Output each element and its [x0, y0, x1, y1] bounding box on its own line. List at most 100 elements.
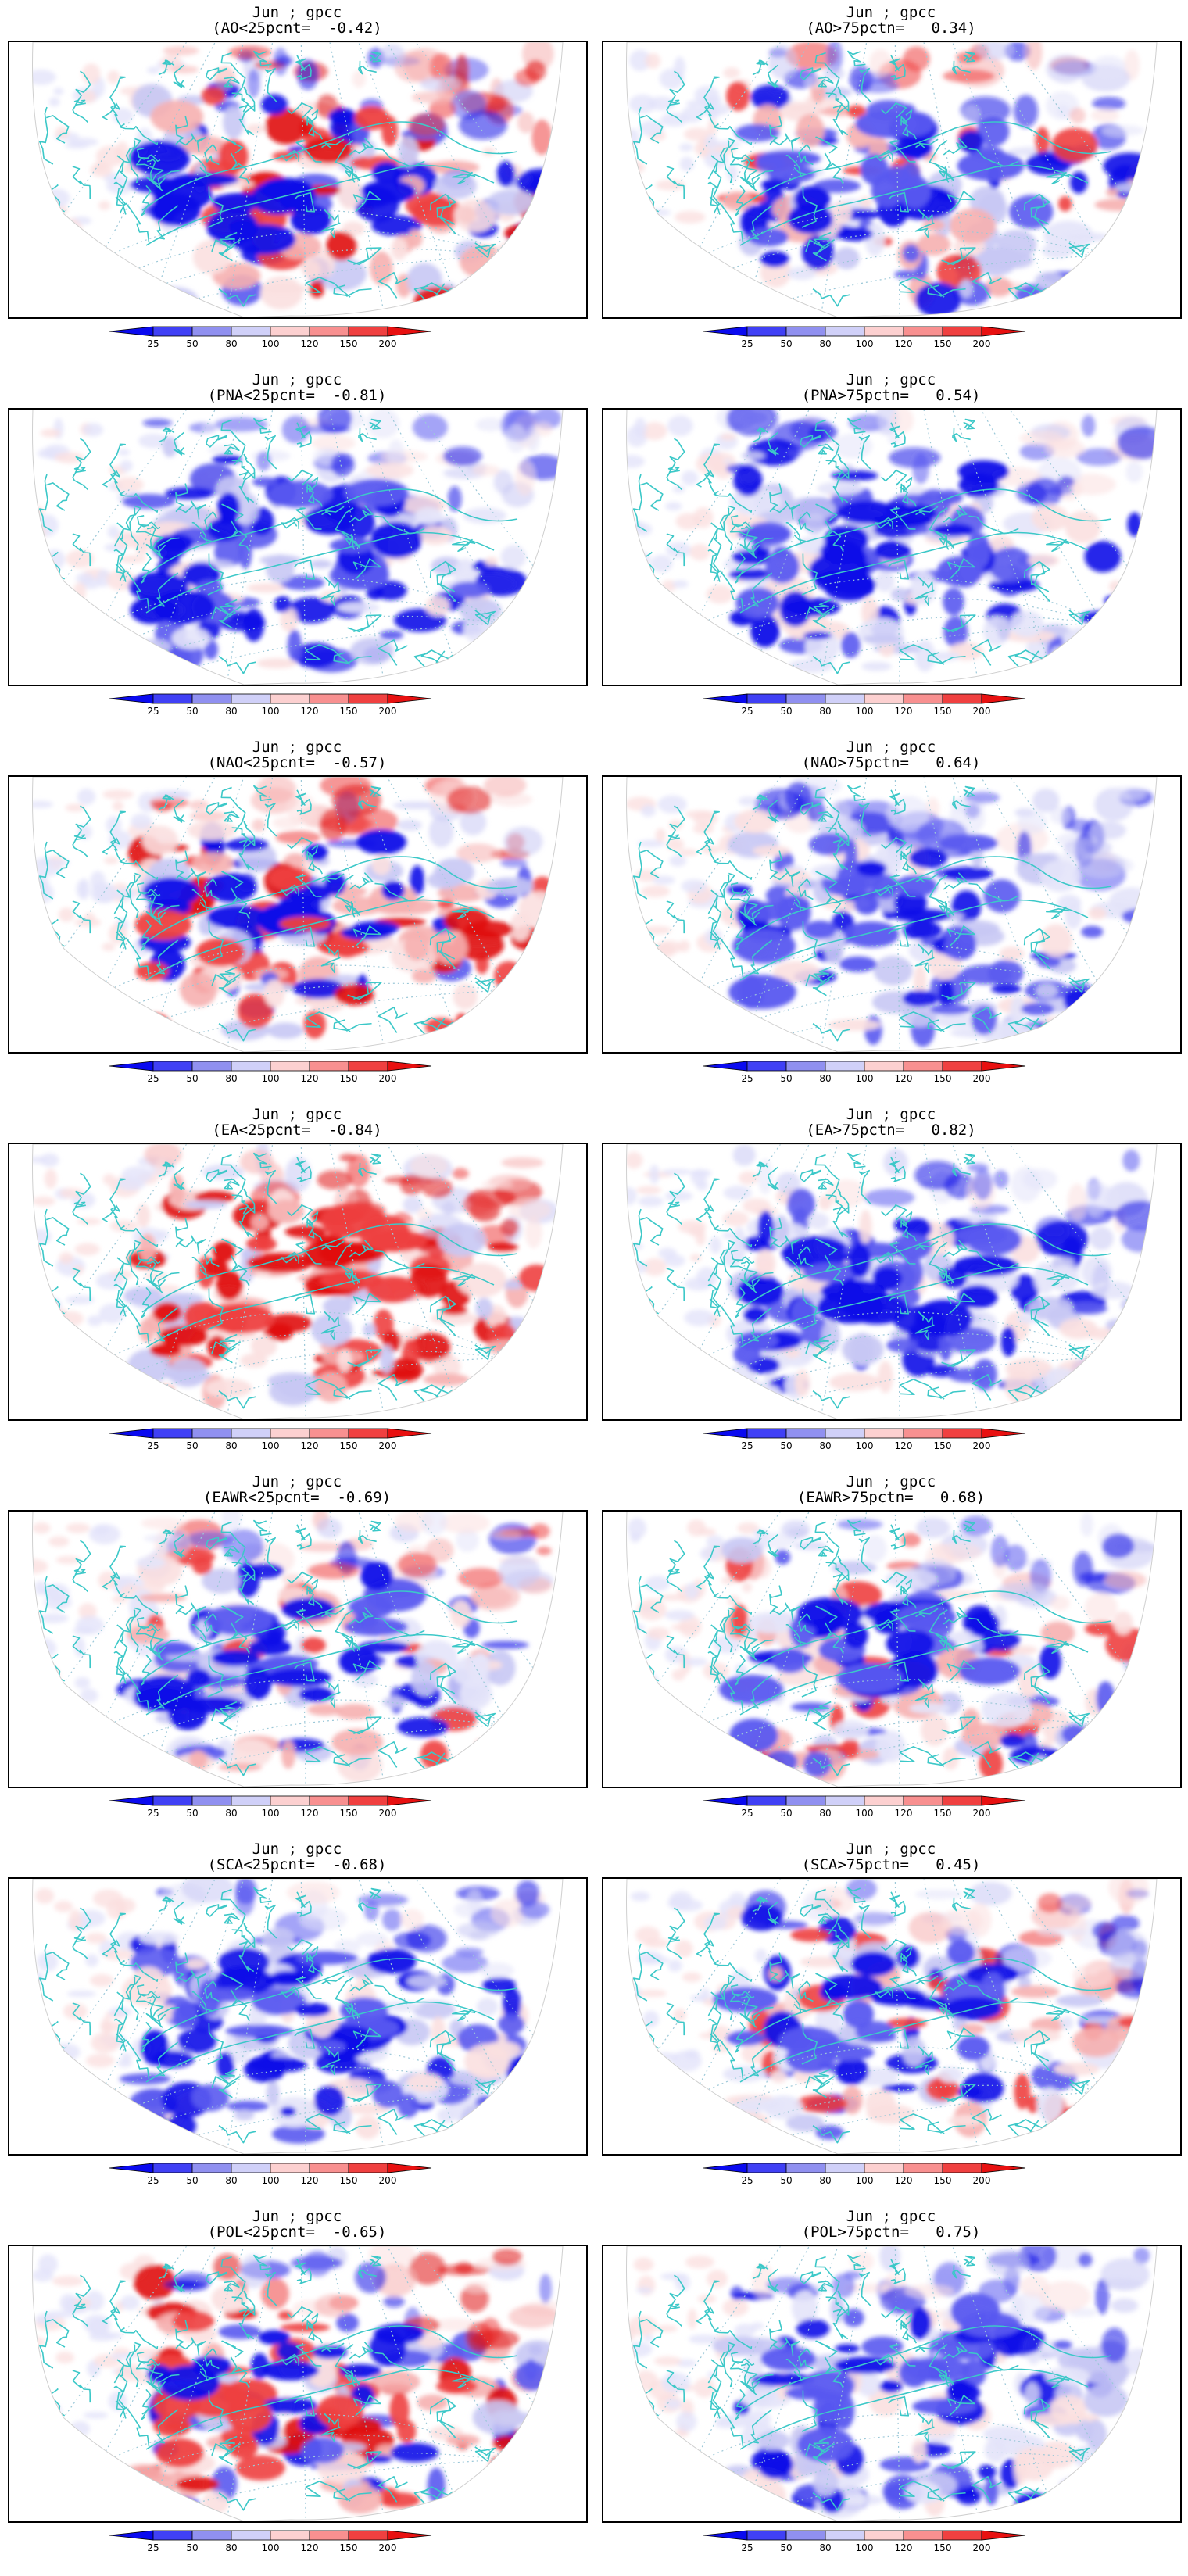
panel-title-line1: Jun ; gpcc	[252, 1841, 342, 1858]
colorbar-tick-label: 200	[379, 2542, 397, 2553]
colorbar-under-triangle	[109, 693, 154, 704]
panel-title-line2: (EAWR>75pctn= 0.68)	[796, 1489, 986, 1506]
colorbar-tick-label: 120	[301, 338, 319, 349]
map-panel: Jun ; gpcc (EAWR>75pctn= 0.68) 25 50 80 100 12…	[602, 1474, 1182, 1841]
map-domain	[32, 2246, 563, 2521]
colorbar-tick-label: 100	[856, 2175, 874, 2186]
colorbar-swatch	[825, 2530, 865, 2541]
colorbar-over-triangle	[387, 1795, 432, 1806]
precip-anomaly-map	[32, 2246, 564, 2521]
colorbar: 25 50 80 100 120 150 200	[109, 2528, 469, 2559]
panel-title-line2: (POL>75pctn= 0.75)	[801, 2224, 981, 2241]
colorbar-swatch	[348, 326, 388, 337]
colorbar-tick-label: 50	[780, 2175, 792, 2186]
colorbar-under-triangle	[109, 1061, 154, 1072]
colorbar-swatch	[348, 1061, 388, 1072]
colorbar-over-triangle	[981, 2530, 1026, 2541]
colorbar-tick-label: 120	[301, 1073, 319, 1084]
precip-anomaly-map	[32, 1144, 564, 1419]
colorbar-swatch	[942, 1061, 982, 1072]
colorbar-tick-label: 25	[741, 1440, 753, 1451]
colorbar-swatch	[309, 1061, 349, 1072]
colorbar-tick-label: 100	[262, 2175, 280, 2186]
colorbar: 25 50 80 100 120 150 200	[109, 1793, 469, 1824]
panel-title-line1: Jun ; gpcc	[252, 2208, 342, 2225]
colorbar-tick-label: 50	[186, 1808, 198, 1819]
colorbar-swatch	[785, 1795, 826, 1806]
colorbar-swatch	[785, 1428, 826, 1439]
colorbar-tick-label: 120	[895, 338, 913, 349]
colorbar-swatch	[191, 1795, 232, 1806]
colorbar-swatch	[231, 1061, 271, 1072]
colorbar-tick-label: 100	[856, 1440, 874, 1451]
colorbar: 25 50 80 100 120 150 200	[109, 1058, 469, 1089]
map-panel: Jun ; gpcc (PNA<25pcnt= -0.81) 25 50 80 100 12…	[8, 372, 588, 739]
colorbar-tick-label: 25	[147, 706, 159, 717]
colorbar-swatch	[942, 1428, 982, 1439]
colorbar-swatch	[785, 693, 826, 704]
colorbar-swatch	[746, 2530, 787, 2541]
colorbar-swatch	[231, 2163, 271, 2174]
colorbar: 25 50 80 100 120 150 200	[109, 2160, 469, 2191]
colorbar-swatch	[270, 2530, 310, 2541]
colorbar-swatch	[903, 693, 943, 704]
coastlines	[38, 1887, 533, 2144]
colorbar-under-triangle	[703, 2530, 748, 2541]
colorbar: 25 50 80 100 120 150 200	[703, 2528, 1063, 2559]
map-frame	[8, 41, 588, 319]
coastlines	[38, 1152, 533, 1409]
coastlines	[38, 417, 533, 674]
colorbar-tick-label: 100	[262, 1440, 280, 1451]
map-frame	[8, 1143, 588, 1421]
colorbar-under-triangle	[109, 1795, 154, 1806]
colorbar-over-triangle	[981, 2163, 1026, 2174]
precip-anomaly-map	[32, 410, 564, 685]
precip-anomaly-map	[32, 1512, 564, 1787]
panel-title-line1: Jun ; gpcc	[252, 4, 342, 21]
coastlines	[38, 2254, 533, 2511]
map-panel: Jun ; gpcc (SCA>75pctn= 0.45) 25 50 80 100 120…	[602, 1841, 1182, 2209]
coastlines	[632, 1887, 1127, 2144]
panel-title-line1: Jun ; gpcc	[846, 371, 936, 388]
colorbar-tick-label: 100	[856, 338, 874, 349]
precip-anomaly-map	[626, 2246, 1158, 2521]
colorbar-swatch	[903, 1061, 943, 1072]
precip-anomaly-map	[626, 777, 1158, 1052]
colorbar-swatch	[825, 326, 865, 337]
map-panel: Jun ; gpcc (NAO<25pcnt= -0.57) 25 50 80 100 12…	[8, 739, 588, 1107]
precip-anomaly-map	[626, 1144, 1158, 1419]
colorbar-swatch	[231, 1795, 271, 1806]
map-panel: Jun ; gpcc (EA<25pcnt= -0.84) 25 50 80 100 120…	[8, 1107, 588, 1474]
colorbar-swatch	[348, 2530, 388, 2541]
map-domain	[626, 777, 1157, 1052]
colorbar-swatch	[309, 693, 349, 704]
map-domain	[626, 1144, 1157, 1419]
panel-title-line1: Jun ; gpcc	[846, 4, 936, 21]
colorbar-tick-label: 120	[895, 2175, 913, 2186]
colorbar-swatch	[825, 693, 865, 704]
colorbar-swatch	[864, 1795, 904, 1806]
map-panel: Jun ; gpcc (PNA>75pctn= 0.54) 25 50 80 100 120…	[602, 371, 1182, 739]
colorbar-swatch	[270, 693, 310, 704]
colorbar-tick-label: 25	[147, 2175, 159, 2186]
colorbar-under-triangle	[703, 1795, 748, 1806]
colorbar-under-triangle	[703, 693, 748, 704]
colorbar-tick-label: 150	[340, 2175, 358, 2186]
colorbar-tick-label: 150	[934, 2542, 952, 2553]
colorbar-swatch	[309, 2530, 349, 2541]
map-domain	[32, 1879, 563, 2154]
colorbar-swatch	[785, 326, 826, 337]
colorbar-tick-label: 200	[379, 1440, 397, 1451]
colorbar-swatch	[348, 1428, 388, 1439]
colorbar-tick-label: 100	[856, 1808, 874, 1819]
panel-title-line1: Jun ; gpcc	[846, 739, 936, 756]
colorbar-tick-label: 50	[780, 1073, 792, 1084]
colorbar-tick-label: 100	[262, 706, 280, 717]
colorbar-swatch	[746, 1795, 787, 1806]
colorbar-swatch	[231, 2530, 271, 2541]
colorbar-tick-label: 100	[856, 706, 874, 717]
map-frame	[602, 408, 1182, 686]
colorbar-tick-label: 150	[934, 338, 952, 349]
map-domain	[626, 42, 1157, 317]
colorbar-tick-label: 50	[186, 1073, 198, 1084]
